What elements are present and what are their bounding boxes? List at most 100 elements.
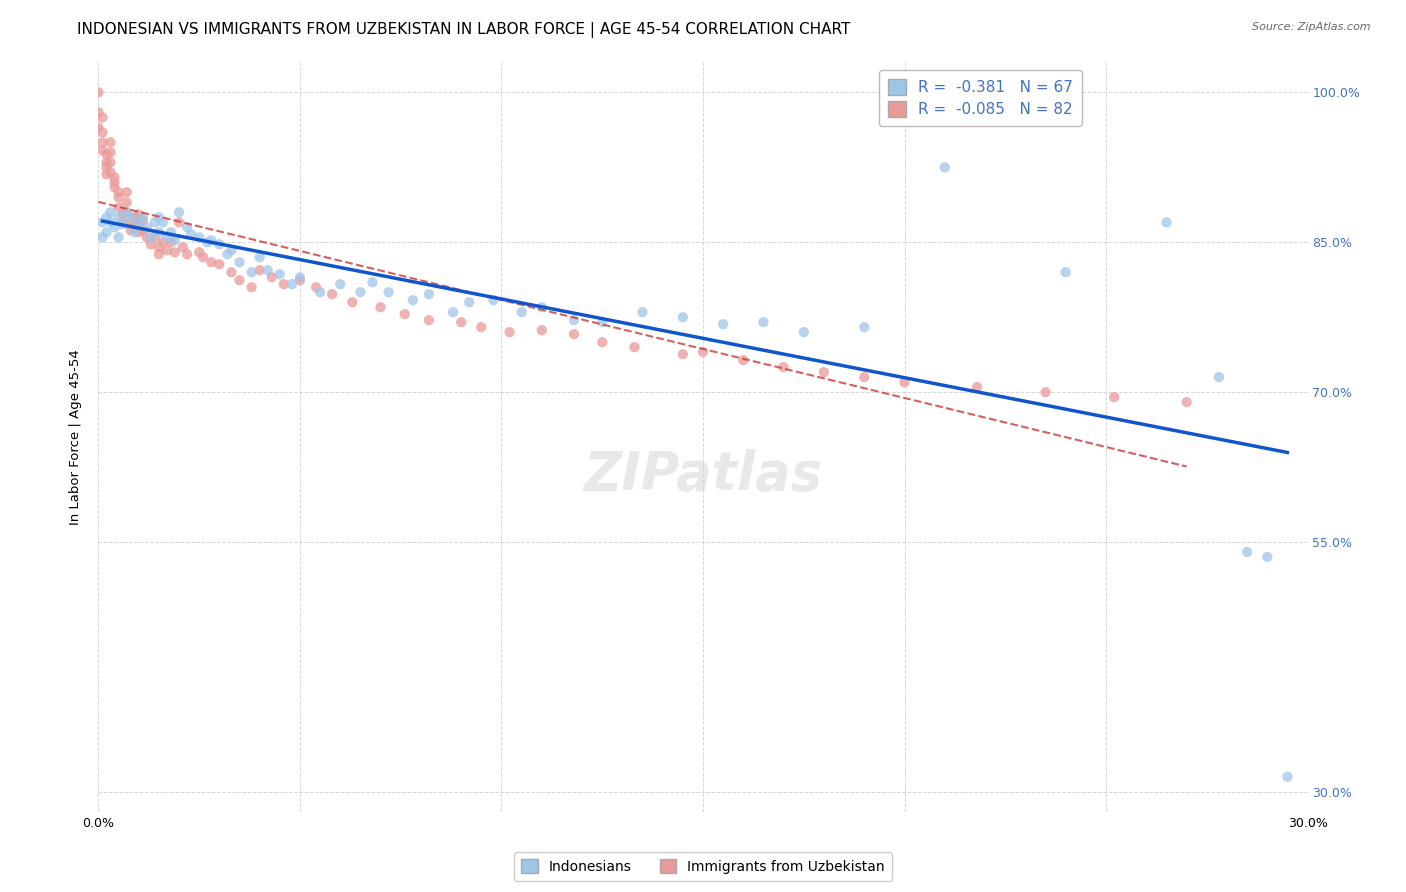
Point [135, 230, 157, 244]
Point [711, 317, 734, 331]
Point [115, 205, 138, 219]
Point [441, 305, 464, 319]
Point [156, 230, 179, 244]
Point [288, 273, 311, 287]
Point [96, 167, 118, 181]
Point [228, 255, 250, 269]
Point [193, 250, 215, 264]
Point [893, 375, 915, 389]
Point [273, 277, 295, 292]
Text: ZIPatlas: ZIPatlas [583, 449, 823, 500]
Point [103, 170, 125, 185]
Point [167, 215, 190, 229]
Point [402, 293, 425, 308]
Point [148, 225, 170, 239]
Point [111, 217, 134, 231]
Point [482, 293, 505, 308]
Point [853, 370, 876, 384]
Point [107, 190, 129, 204]
Point [249, 263, 271, 277]
Y-axis label: In Labor Force | Age 45-54: In Labor Force | Age 45-54 [69, 349, 83, 525]
Point [530, 323, 553, 337]
Point [342, 295, 364, 310]
Point [128, 207, 150, 221]
Point [91, 144, 114, 158]
Point [128, 215, 150, 229]
Point [91, 230, 114, 244]
Point [96, 155, 118, 169]
Point [281, 277, 304, 292]
Point [208, 257, 231, 271]
Point [562, 313, 585, 327]
Point [167, 205, 190, 219]
Point [1208, 370, 1230, 384]
Point [156, 244, 179, 258]
Point [329, 277, 352, 292]
Point [772, 360, 794, 375]
Point [752, 315, 775, 329]
Point [458, 295, 481, 310]
Point [148, 240, 170, 254]
Point [221, 244, 243, 258]
Point [498, 325, 520, 339]
Point [100, 215, 122, 229]
Point [562, 327, 585, 342]
Point [228, 273, 250, 287]
Point [623, 340, 645, 354]
Point [288, 270, 311, 285]
Text: Source: ZipAtlas.com: Source: ZipAtlas.com [1253, 22, 1371, 32]
Point [1175, 395, 1198, 409]
Point [966, 380, 988, 394]
Point [115, 195, 138, 210]
Point [107, 200, 129, 214]
Text: INDONESIAN VS IMMIGRANTS FROM UZBEKISTAN IN LABOR FORCE | AGE 45-54 CORRELATION : INDONESIAN VS IMMIGRANTS FROM UZBEKISTAN… [77, 22, 851, 38]
Point [305, 280, 328, 294]
Point [269, 267, 291, 281]
Point [591, 315, 613, 329]
Point [672, 310, 695, 325]
Point [1156, 215, 1178, 229]
Point [100, 145, 122, 160]
Point [132, 211, 155, 225]
Point [128, 215, 150, 229]
Point [256, 263, 278, 277]
Point [124, 211, 146, 225]
Point [163, 245, 186, 260]
Point [100, 155, 122, 169]
Point [143, 230, 166, 244]
Point [418, 313, 440, 327]
Point [180, 227, 202, 242]
Point [240, 280, 263, 294]
Point [394, 307, 416, 321]
Point [91, 125, 114, 139]
Point [115, 186, 138, 200]
Point [733, 353, 755, 368]
Point [530, 300, 553, 314]
Point [148, 247, 170, 261]
Point [309, 285, 332, 300]
Point [1277, 770, 1299, 784]
Point [672, 347, 695, 361]
Point [240, 265, 263, 279]
Legend: R =  -0.381   N = 67, R =  -0.085   N = 82: R = -0.381 N = 67, R = -0.085 N = 82 [879, 70, 1083, 127]
Point [103, 220, 125, 235]
Point [160, 225, 183, 239]
Point [120, 223, 142, 237]
Point [221, 265, 243, 279]
Point [120, 215, 142, 229]
Point [87, 86, 110, 100]
Point [1256, 549, 1278, 564]
Point [208, 237, 231, 252]
Point [176, 220, 198, 235]
Point [100, 136, 122, 150]
Point [143, 215, 166, 229]
Point [124, 225, 146, 239]
Point [470, 320, 492, 334]
Point [91, 215, 114, 229]
Point [139, 230, 162, 244]
Point [195, 235, 218, 250]
Point [107, 230, 129, 244]
Point [1054, 265, 1077, 279]
Point [692, 345, 714, 359]
Point [377, 285, 399, 300]
